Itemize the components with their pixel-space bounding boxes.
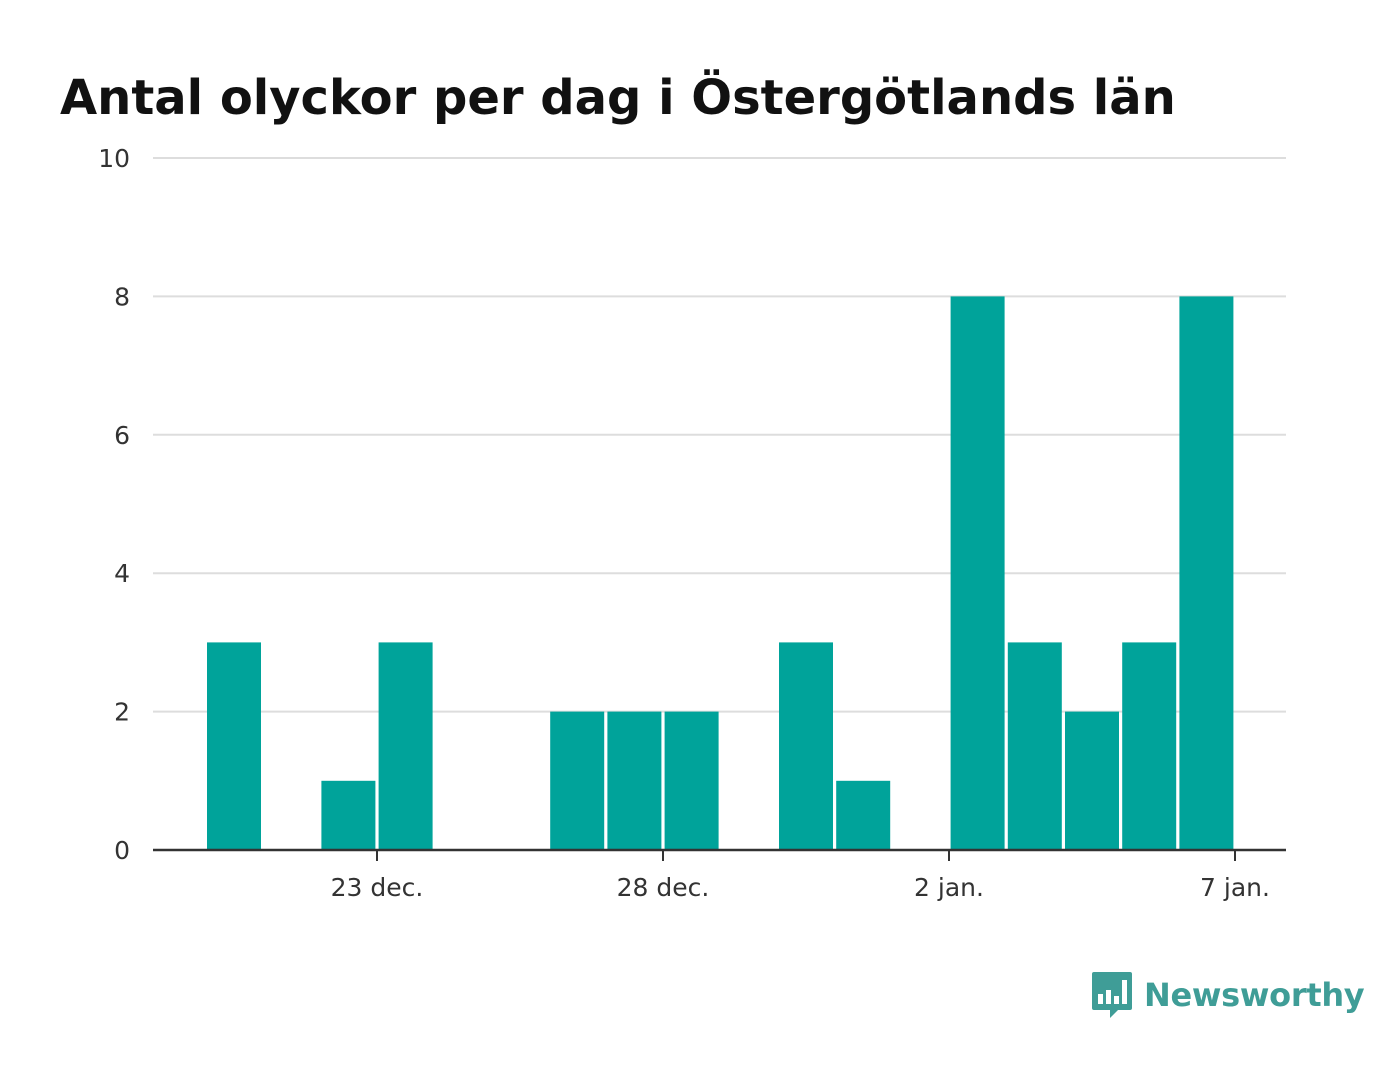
bar — [836, 780, 891, 850]
bar — [1179, 296, 1234, 850]
bar — [1122, 642, 1177, 850]
bar — [664, 711, 719, 850]
bars — [207, 296, 1234, 850]
y-tick-label: 2 — [114, 698, 130, 727]
axes: 0 2 4 6 8 10 23 dec. 28 dec. 2 jan. 7 jan. — [98, 144, 1286, 902]
y-tick-label: 8 — [114, 282, 130, 311]
bar — [1007, 642, 1062, 850]
bar-chart-bubble-icon — [1092, 972, 1132, 1018]
bar — [550, 711, 605, 850]
bar — [607, 711, 662, 850]
grid-lines — [153, 157, 1286, 713]
bar — [950, 296, 1005, 850]
x-tick-label: 7 jan. — [1200, 873, 1270, 902]
brand-logo: Newsworthy — [1090, 970, 1365, 1020]
bar — [779, 642, 833, 850]
x-tick-label: 23 dec. — [331, 873, 424, 902]
bar-chart: 0 2 4 6 8 10 23 dec. 28 dec. 2 jan. 7 jan. — [98, 144, 1286, 902]
bar — [1065, 711, 1119, 850]
y-tick-label: 10 — [98, 144, 130, 173]
y-tick-label: 6 — [114, 421, 130, 450]
chart-title: Antal olyckor per dag i Östergötlands lä… — [60, 70, 1176, 126]
y-tick-label: 0 — [114, 836, 130, 865]
y-tick-label: 4 — [114, 559, 130, 588]
x-tick-label: 28 dec. — [617, 873, 710, 902]
brand-name: Newsworthy — [1144, 976, 1365, 1014]
bar — [378, 642, 433, 850]
x-tick-label: 2 jan. — [914, 873, 984, 902]
bar — [321, 780, 376, 850]
bar — [207, 642, 261, 850]
